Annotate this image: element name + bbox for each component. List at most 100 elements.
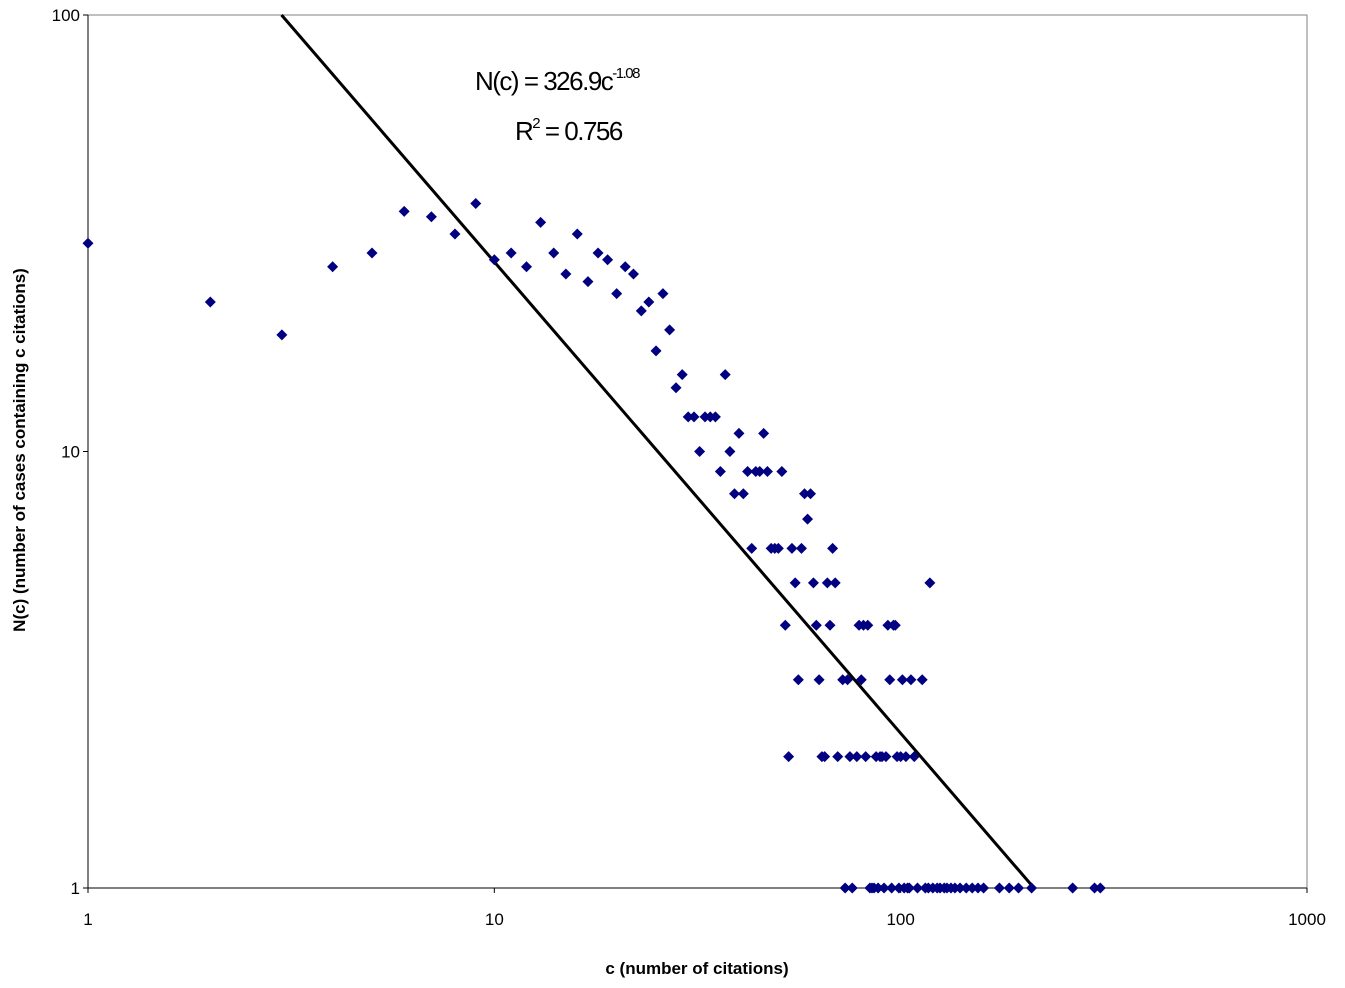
data-point bbox=[719, 369, 731, 381]
data-point bbox=[911, 882, 923, 894]
data-point bbox=[805, 488, 817, 500]
data-point bbox=[832, 751, 844, 763]
data-point bbox=[758, 427, 770, 439]
data-point bbox=[682, 411, 694, 423]
data-point bbox=[670, 382, 682, 394]
data-point bbox=[1003, 882, 1015, 894]
r2-base: R bbox=[515, 116, 533, 146]
data-point bbox=[903, 882, 915, 894]
r2-value: = 0.756 bbox=[539, 116, 623, 146]
data-point bbox=[1094, 882, 1106, 894]
data-point bbox=[488, 254, 500, 266]
data-point bbox=[855, 674, 867, 686]
data-point bbox=[470, 197, 482, 209]
data-point bbox=[807, 577, 819, 589]
data-point bbox=[851, 751, 863, 763]
data-point bbox=[960, 882, 972, 894]
data-point bbox=[737, 488, 749, 500]
data-point bbox=[627, 268, 639, 280]
data-point bbox=[884, 674, 896, 686]
data-point bbox=[761, 465, 773, 477]
data-point bbox=[905, 674, 917, 686]
data-point bbox=[839, 882, 851, 894]
data-point bbox=[1067, 882, 1079, 894]
data-point bbox=[846, 882, 858, 894]
data-point bbox=[635, 305, 647, 317]
r-squared-label: R2 = 0.756 bbox=[515, 115, 623, 146]
data-point bbox=[729, 488, 741, 500]
data-point bbox=[276, 329, 288, 341]
data-point bbox=[657, 288, 669, 300]
data-point bbox=[908, 751, 920, 763]
data-point bbox=[1026, 882, 1038, 894]
data-point bbox=[844, 751, 856, 763]
data-point bbox=[993, 882, 1005, 894]
data-point bbox=[878, 882, 890, 894]
data-point bbox=[560, 268, 572, 280]
y-tick-label: 1 bbox=[71, 879, 80, 898]
data-point bbox=[795, 542, 807, 554]
data-point bbox=[772, 542, 784, 554]
data-point bbox=[366, 247, 378, 259]
trendline-equation: N(c) = 326.9c-1.08 bbox=[475, 65, 640, 96]
data-point bbox=[978, 882, 990, 894]
data-point bbox=[789, 577, 801, 589]
data-point bbox=[779, 619, 791, 631]
x-axis-ticks: 1 10 100 1000 bbox=[83, 888, 1326, 929]
data-point bbox=[824, 619, 836, 631]
data-point bbox=[819, 751, 831, 763]
data-point bbox=[792, 674, 804, 686]
data-point bbox=[1013, 882, 1025, 894]
trendline-group bbox=[280, 14, 1036, 889]
data-point bbox=[643, 296, 655, 308]
data-point bbox=[694, 446, 706, 457]
data-point bbox=[821, 577, 833, 589]
data-point bbox=[842, 674, 854, 686]
y-tick-label: 100 bbox=[52, 6, 80, 25]
x-tick-label: 100 bbox=[886, 910, 914, 929]
data-point bbox=[664, 324, 676, 336]
data-point bbox=[619, 261, 631, 273]
data-point bbox=[571, 228, 583, 240]
x-tick-label: 1000 bbox=[1288, 910, 1326, 929]
data-point bbox=[425, 211, 437, 223]
data-point bbox=[688, 411, 700, 423]
x-axis-title: c (number of citations) bbox=[605, 959, 788, 978]
data-point bbox=[754, 465, 766, 477]
y-axis-ticks: 1 10 100 bbox=[52, 6, 88, 898]
data-point bbox=[535, 216, 547, 228]
data-point bbox=[882, 619, 894, 631]
data-point bbox=[505, 247, 517, 259]
data-point bbox=[786, 542, 798, 554]
data-point bbox=[709, 411, 721, 423]
data-point bbox=[827, 542, 839, 554]
data-point bbox=[592, 247, 604, 259]
trendline bbox=[280, 14, 1036, 889]
equation-base: N(c) = 326.9c bbox=[475, 66, 614, 96]
data-point bbox=[204, 296, 216, 308]
data-point bbox=[810, 619, 822, 631]
data-point bbox=[746, 542, 758, 554]
data-point bbox=[742, 465, 754, 477]
data-point bbox=[813, 674, 825, 686]
data-point bbox=[802, 513, 814, 525]
data-point bbox=[860, 751, 872, 763]
data-point bbox=[733, 427, 745, 439]
data-point bbox=[862, 619, 874, 631]
data-point bbox=[611, 288, 623, 300]
data-point bbox=[880, 751, 892, 763]
data-point bbox=[1089, 882, 1101, 894]
y-axis-title: N(c) (number of cases containing c citat… bbox=[10, 268, 29, 632]
data-point bbox=[449, 228, 461, 240]
data-point bbox=[916, 674, 928, 686]
x-tick-label: 1 bbox=[83, 910, 92, 929]
data-point bbox=[924, 577, 936, 589]
data-point bbox=[398, 205, 410, 217]
y-tick-label: 10 bbox=[61, 443, 80, 462]
data-point bbox=[886, 882, 898, 894]
data-point bbox=[900, 751, 912, 763]
data-point bbox=[776, 465, 788, 477]
data-point bbox=[582, 276, 594, 288]
data-point bbox=[972, 882, 984, 894]
